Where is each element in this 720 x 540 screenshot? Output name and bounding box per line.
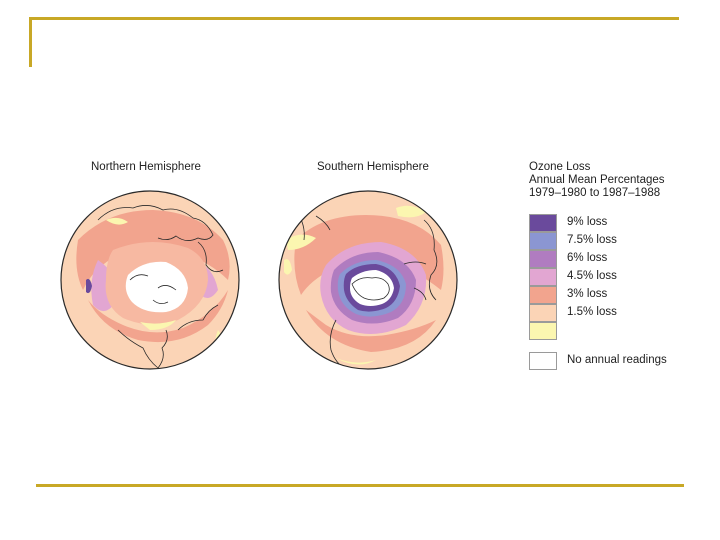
- legend-swatch: [529, 232, 557, 250]
- legend-label: 3% loss: [567, 288, 608, 300]
- slide-frame-bottom: [36, 484, 684, 487]
- legend-swatch: [529, 214, 557, 232]
- southern-hemisphere-map: [278, 190, 458, 370]
- legend-swatch-no-data: [529, 352, 557, 370]
- northern-hemisphere-map: [60, 190, 240, 370]
- legend-label: 1.5% loss: [567, 306, 617, 318]
- legend-swatch: [529, 304, 557, 322]
- legend-swatch: [529, 250, 557, 268]
- legend-label: 7.5% loss: [567, 234, 617, 246]
- slide-frame-left: [29, 17, 32, 67]
- legend-swatch: [529, 286, 557, 304]
- legend-label: 9% loss: [567, 216, 608, 228]
- legend-title: Ozone Loss Annual Mean Percentages 1979–…: [529, 161, 665, 200]
- legend-label: No annual readings: [567, 354, 667, 366]
- legend-title-line: Ozone Loss: [529, 161, 591, 173]
- legend-swatch: [529, 268, 557, 286]
- legend-label: 6% loss: [567, 252, 608, 264]
- legend-label: 4.5% loss: [567, 270, 617, 282]
- southern-hemisphere-title: Southern Hemisphere: [317, 161, 429, 173]
- northern-hemisphere-title: Northern Hemisphere: [91, 161, 201, 173]
- legend-title-line: 1979–1980 to 1987–1988: [529, 187, 661, 199]
- legend-swatch: [529, 322, 557, 340]
- slide-frame-top: [29, 17, 679, 20]
- legend-title-line: Annual Mean Percentages: [529, 174, 665, 186]
